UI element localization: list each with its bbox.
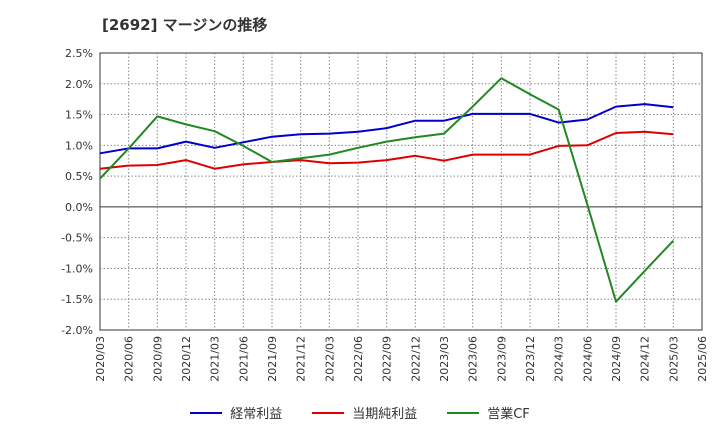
x-tick-label: 2023/03 — [438, 336, 451, 382]
x-tick-label: 2024/09 — [610, 336, 623, 382]
y-tick-label: -1.0% — [61, 262, 93, 275]
x-tick-label: 2020/06 — [123, 336, 136, 382]
x-tick-label: 2021/06 — [237, 336, 250, 382]
x-tick-label: 2023/06 — [467, 336, 480, 382]
y-tick-label: 0.5% — [65, 170, 93, 183]
x-tick-label: 2022/12 — [409, 336, 422, 382]
x-tick-label: 2024/03 — [553, 336, 566, 382]
legend-label: 営業CF — [487, 407, 530, 422]
legend-item-operating-cf: 営業CF — [447, 403, 530, 422]
x-tick-label: 2020/12 — [180, 336, 193, 382]
y-tick-label: 1.0% — [65, 139, 93, 152]
legend-item-net-profit: 当期純利益 — [312, 403, 417, 422]
legend: 経常利益 当期純利益 営業CF — [0, 403, 720, 422]
legend-label: 当期純利益 — [352, 407, 418, 422]
x-tick-label: 2020/03 — [94, 336, 107, 382]
x-tick-label: 2023/09 — [495, 336, 508, 382]
legend-swatch — [312, 411, 345, 414]
x-tick-label: 2023/12 — [524, 336, 537, 382]
y-tick-label: -1.5% — [61, 293, 93, 306]
legend-item-ordinary-profit: 経常利益 — [190, 403, 282, 422]
axes: 2.5% 2.0% 1.5% 1.0% 0.5% 0.0% -0.5% -1.0% -1.5% -… — [61, 47, 709, 382]
y-tick-label: 0.0% — [65, 201, 93, 214]
x-tick-label: 2025/03 — [667, 336, 680, 382]
x-tick-label: 2022/03 — [323, 336, 336, 382]
y-tick-label: -0.5% — [61, 232, 93, 245]
x-tick-label: 2020/09 — [151, 336, 164, 382]
x-tick-label: 2022/09 — [381, 336, 394, 382]
y-tick-label: -2.0% — [61, 324, 93, 337]
x-tick-label: 2021/09 — [266, 336, 279, 382]
y-tick-label: 1.5% — [65, 109, 93, 122]
legend-swatch — [447, 411, 480, 414]
grid — [99, 52, 703, 331]
y-tick-label: 2.5% — [65, 47, 93, 60]
x-tick-label: 2021/03 — [209, 336, 222, 382]
legend-swatch — [190, 411, 223, 414]
series-line-2 — [99, 77, 675, 303]
y-tick-label: 2.0% — [65, 78, 93, 91]
legend-label: 経常利益 — [230, 407, 283, 422]
series-lines — [99, 77, 675, 303]
x-tick-label: 2024/06 — [581, 336, 594, 382]
x-tick-label: 2025/06 — [696, 336, 709, 382]
series-line-0 — [99, 103, 674, 155]
x-tick-label: 2021/12 — [295, 336, 308, 382]
x-tick-label: 2022/06 — [352, 336, 365, 382]
chart-title: [2692] マージンの推移 — [102, 16, 268, 34]
plot-area — [99, 52, 703, 331]
series-line-1 — [99, 130, 674, 170]
x-tick-label: 2024/12 — [639, 336, 652, 382]
